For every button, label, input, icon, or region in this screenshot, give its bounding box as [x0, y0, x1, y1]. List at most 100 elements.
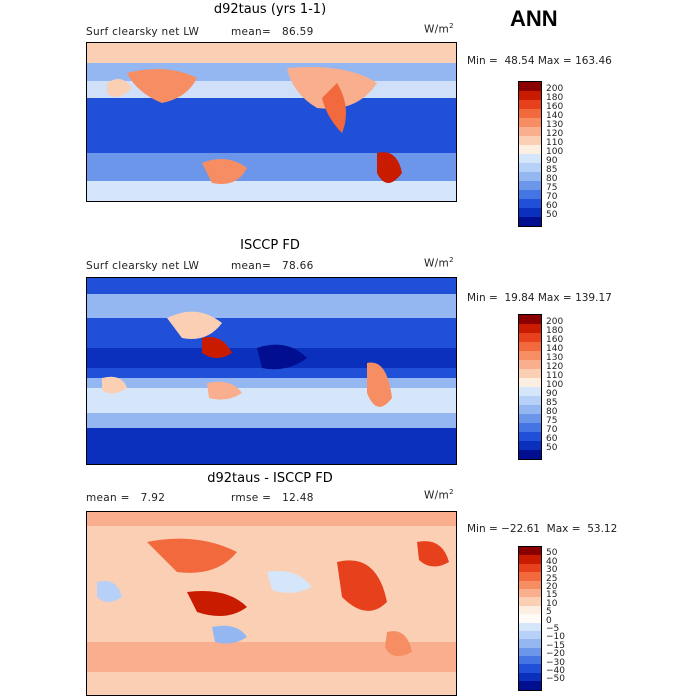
colorbar-swatch: [519, 396, 541, 405]
colorbar-swatch: [519, 199, 541, 208]
colorbar-tick-label: 40: [546, 556, 558, 567]
colorbar-swatch: [519, 163, 541, 172]
colorbar-swatch: [519, 342, 541, 351]
colorbar-swatch: [519, 622, 541, 631]
colorbar-swatch: [519, 315, 541, 324]
colorbar-swatch: [519, 423, 541, 432]
colorbar-swatch: [519, 208, 541, 217]
colorbar-tick-label: 70: [546, 192, 558, 202]
panel-3-max-value: 53.12: [587, 523, 618, 535]
colorbar-tick-label: 5: [546, 607, 552, 618]
panel-1-minmax: Min = 48.54 Max = 163.46: [467, 55, 612, 67]
colorbar-tick-label: −20: [546, 649, 565, 660]
colorbar-tick-label: 90: [546, 389, 558, 399]
panel-2-min-value: 19.84: [504, 292, 535, 304]
colorbar-tick-label: 160: [546, 335, 564, 345]
panel-2-minmax: Min = 19.84 Max = 139.17: [467, 292, 612, 304]
panel-2-mean-value: 78.66: [282, 260, 314, 272]
colorbar-tick-label: 130: [546, 120, 564, 130]
colorbar-swatch: [519, 324, 541, 333]
colorbar-swatch: [519, 547, 541, 556]
colorbar-tick-label: 140: [546, 111, 564, 121]
panel-3-mean-label: mean =: [86, 492, 130, 504]
colorbar-tick-label: −40: [546, 666, 565, 676]
colorbar-swatch: [519, 630, 541, 640]
colorbar-swatch: [519, 664, 541, 673]
colorbar-tick-label: 60: [546, 201, 558, 211]
panel-3-rmse-label: rmse =: [231, 492, 272, 504]
panel-2-title: ISCCP FD: [240, 238, 300, 253]
colorbar-swatch: [519, 588, 541, 598]
panel-1-mean-label: mean=: [231, 26, 272, 38]
colorbar-tick-label: 85: [546, 398, 558, 408]
colorbar-tick-label: 110: [546, 138, 564, 148]
panel-3-max-label: Max =: [546, 523, 581, 535]
colorbar-swatch: [519, 91, 541, 100]
panel-1-max-value: 163.46: [575, 55, 612, 67]
panel-1-mean-value: 86.59: [282, 26, 314, 38]
panel-3-mean: mean = 7.92: [86, 492, 165, 504]
colorbar-swatch: [519, 563, 541, 573]
colorbar-tick-label: 50: [546, 548, 558, 559]
colorbar-tick-label: 120: [546, 362, 564, 372]
season-label: ANN: [510, 6, 558, 31]
panel-2-colorbar: [518, 314, 542, 460]
colorbar-tick-label: 160: [546, 102, 564, 112]
panel-1-mean: mean= 86.59: [231, 26, 314, 38]
colorbar-swatch: [519, 672, 541, 682]
colorbar-tick-label: 15: [546, 590, 558, 601]
colorbar-tick-label: 75: [546, 416, 558, 426]
colorbar-swatch: [519, 127, 541, 136]
panel-1-min-value: 48.54: [504, 55, 535, 67]
colorbar-swatch: [519, 647, 541, 657]
colorbar-swatch: [519, 360, 541, 369]
panel-1-colorbar: [518, 81, 542, 227]
panel-2-map: [86, 277, 457, 465]
colorbar-tick-label: 25: [546, 573, 558, 584]
colorbar-swatch: [519, 639, 541, 648]
panel-3-mean-value: 7.92: [140, 492, 166, 504]
colorbar-swatch: [519, 378, 541, 387]
panel-3-colorbar: [518, 546, 542, 691]
panel-3-units: W/m2: [424, 488, 454, 502]
colorbar-swatch: [519, 369, 541, 378]
colorbar-swatch: [519, 154, 541, 163]
colorbar-swatch: [519, 597, 541, 606]
colorbar-tick-label: −10: [546, 632, 565, 643]
colorbar-swatch: [519, 118, 541, 127]
panel-3-map: [86, 511, 457, 696]
colorbar-tick-label: 10: [546, 598, 558, 609]
colorbar-tick-label: 20: [546, 582, 558, 592]
colorbar-tick-label: 180: [546, 326, 564, 336]
colorbar-tick-label: 70: [546, 425, 558, 435]
colorbar-swatch: [519, 580, 541, 589]
colorbar-tick-label: 50: [546, 210, 558, 220]
panel-3-min-value: −22.61: [501, 523, 540, 535]
panel-3-min-label: Min =: [467, 523, 498, 535]
colorbar-swatch: [519, 555, 541, 564]
colorbar-swatch: [519, 190, 541, 199]
colorbar-swatch: [519, 656, 541, 665]
colorbar-swatch: [519, 82, 541, 91]
colorbar-tick-label: 90: [546, 156, 558, 166]
panel-1-title: d92taus (yrs 1-1): [213, 2, 327, 17]
colorbar-swatch: [519, 136, 541, 145]
colorbar-tick-label: 200: [546, 317, 564, 327]
panel-2-variable-label: Surf clearsky net LW: [86, 260, 200, 272]
panel-2-mean-label: mean=: [231, 260, 272, 272]
colorbar-tick-label: 100: [546, 380, 564, 390]
panel-1-map: [86, 42, 457, 202]
colorbar-tick-label: 0: [546, 615, 552, 626]
colorbar-tick-label: −15: [546, 640, 565, 651]
colorbar-swatch: [519, 217, 541, 226]
colorbar-tick-label: −30: [546, 657, 565, 668]
colorbar-tick-label: 80: [546, 174, 558, 184]
colorbar-swatch: [519, 145, 541, 154]
panel-1-units: W/m2: [424, 22, 454, 36]
colorbar-swatch: [519, 181, 541, 190]
panel-3-rmse-value: 12.48: [282, 492, 314, 504]
colorbar-tick-label: 50: [546, 443, 558, 453]
panel-1-min-label: Min =: [467, 55, 498, 67]
colorbar-tick-label: 180: [546, 93, 564, 103]
colorbar-tick-label: 110: [546, 371, 564, 381]
